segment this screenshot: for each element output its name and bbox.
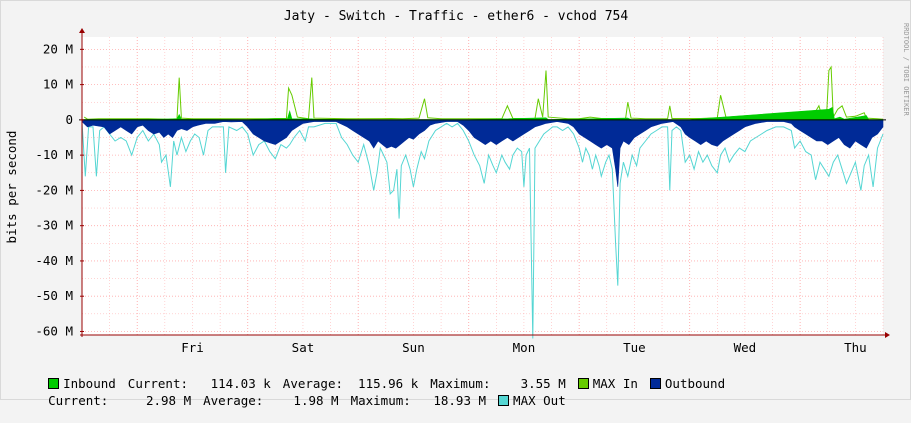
x-axis-arrow	[885, 332, 890, 338]
y-tick-label: -10 M	[35, 147, 73, 162]
outbound-current: Current: 2.98 M	[48, 393, 192, 408]
inbound-current: Current: 114.03 k	[127, 376, 271, 391]
max-out-swatch	[498, 395, 510, 406]
tick-labels: 20 M 10 M 0 -10 M -20 M -30 M -40 M -50 M -60 M F…	[35, 41, 866, 355]
inbound-area	[81, 107, 884, 121]
outbound-average: Average: 1.98 M	[203, 393, 339, 408]
max-out-label: MAX Out	[513, 393, 566, 408]
x-tick-label: Mon	[513, 340, 536, 355]
legend-row-1: Inbound Current: 114.03 k Average: 115.96 …	[18, 361, 725, 406]
outbound-label: Outbound	[664, 376, 726, 391]
y-tick-label: 10 M	[43, 77, 73, 92]
y-tick-label: 20 M	[43, 41, 73, 56]
inbound-maximum: Maximum: 3.55 M	[430, 376, 566, 391]
inbound-label: Inbound	[63, 376, 116, 391]
rrdtool-watermark: RRDTOOL / TOBI OETIKER	[902, 23, 910, 117]
outbound-maximum: Maximum: 18.93 M	[350, 393, 487, 408]
traffic-chart: Jaty - Switch - Traffic - ether6 - vchod…	[4, 9, 910, 355]
x-tick-label: Sat	[292, 340, 315, 355]
outbound-swatch	[649, 378, 661, 389]
x-tick-label: Thu	[844, 340, 867, 355]
axes	[79, 28, 890, 338]
chart-title: Jaty - Switch - Traffic - ether6 - vchod…	[284, 9, 629, 24]
plot-area	[82, 37, 883, 335]
y-tick-label: -50 M	[35, 288, 73, 303]
y-tick-label: -40 M	[35, 253, 73, 268]
max-in-swatch	[577, 378, 589, 389]
x-tick-label: Wed	[734, 340, 757, 355]
y-tick-label: -30 M	[35, 218, 73, 233]
x-tick-label: Sun	[402, 340, 425, 355]
x-tick-label: Tue	[623, 340, 646, 355]
y-tick-label: 0	[65, 112, 73, 127]
graph-frame: Jaty - Switch - Traffic - ether6 - vchod…	[0, 0, 911, 408]
x-tick-label: Fri	[181, 340, 204, 355]
y-axis-label: bits per second	[4, 131, 19, 244]
inbound-average: Average: 115.96 k	[282, 376, 419, 391]
y-tick-label: -60 M	[35, 323, 73, 338]
max-out-line	[81, 121, 884, 339]
legend-row-2: Current: 2.98 M Average: 1.98 M Maximum: 1…	[18, 378, 566, 423]
y-axis-arrow	[79, 28, 85, 33]
y-tick-label: -20 M	[35, 182, 73, 197]
inbound-swatch	[48, 378, 60, 389]
series-layer	[81, 65, 884, 339]
max-in-label: MAX In	[592, 376, 638, 391]
outbound-area	[81, 119, 884, 187]
